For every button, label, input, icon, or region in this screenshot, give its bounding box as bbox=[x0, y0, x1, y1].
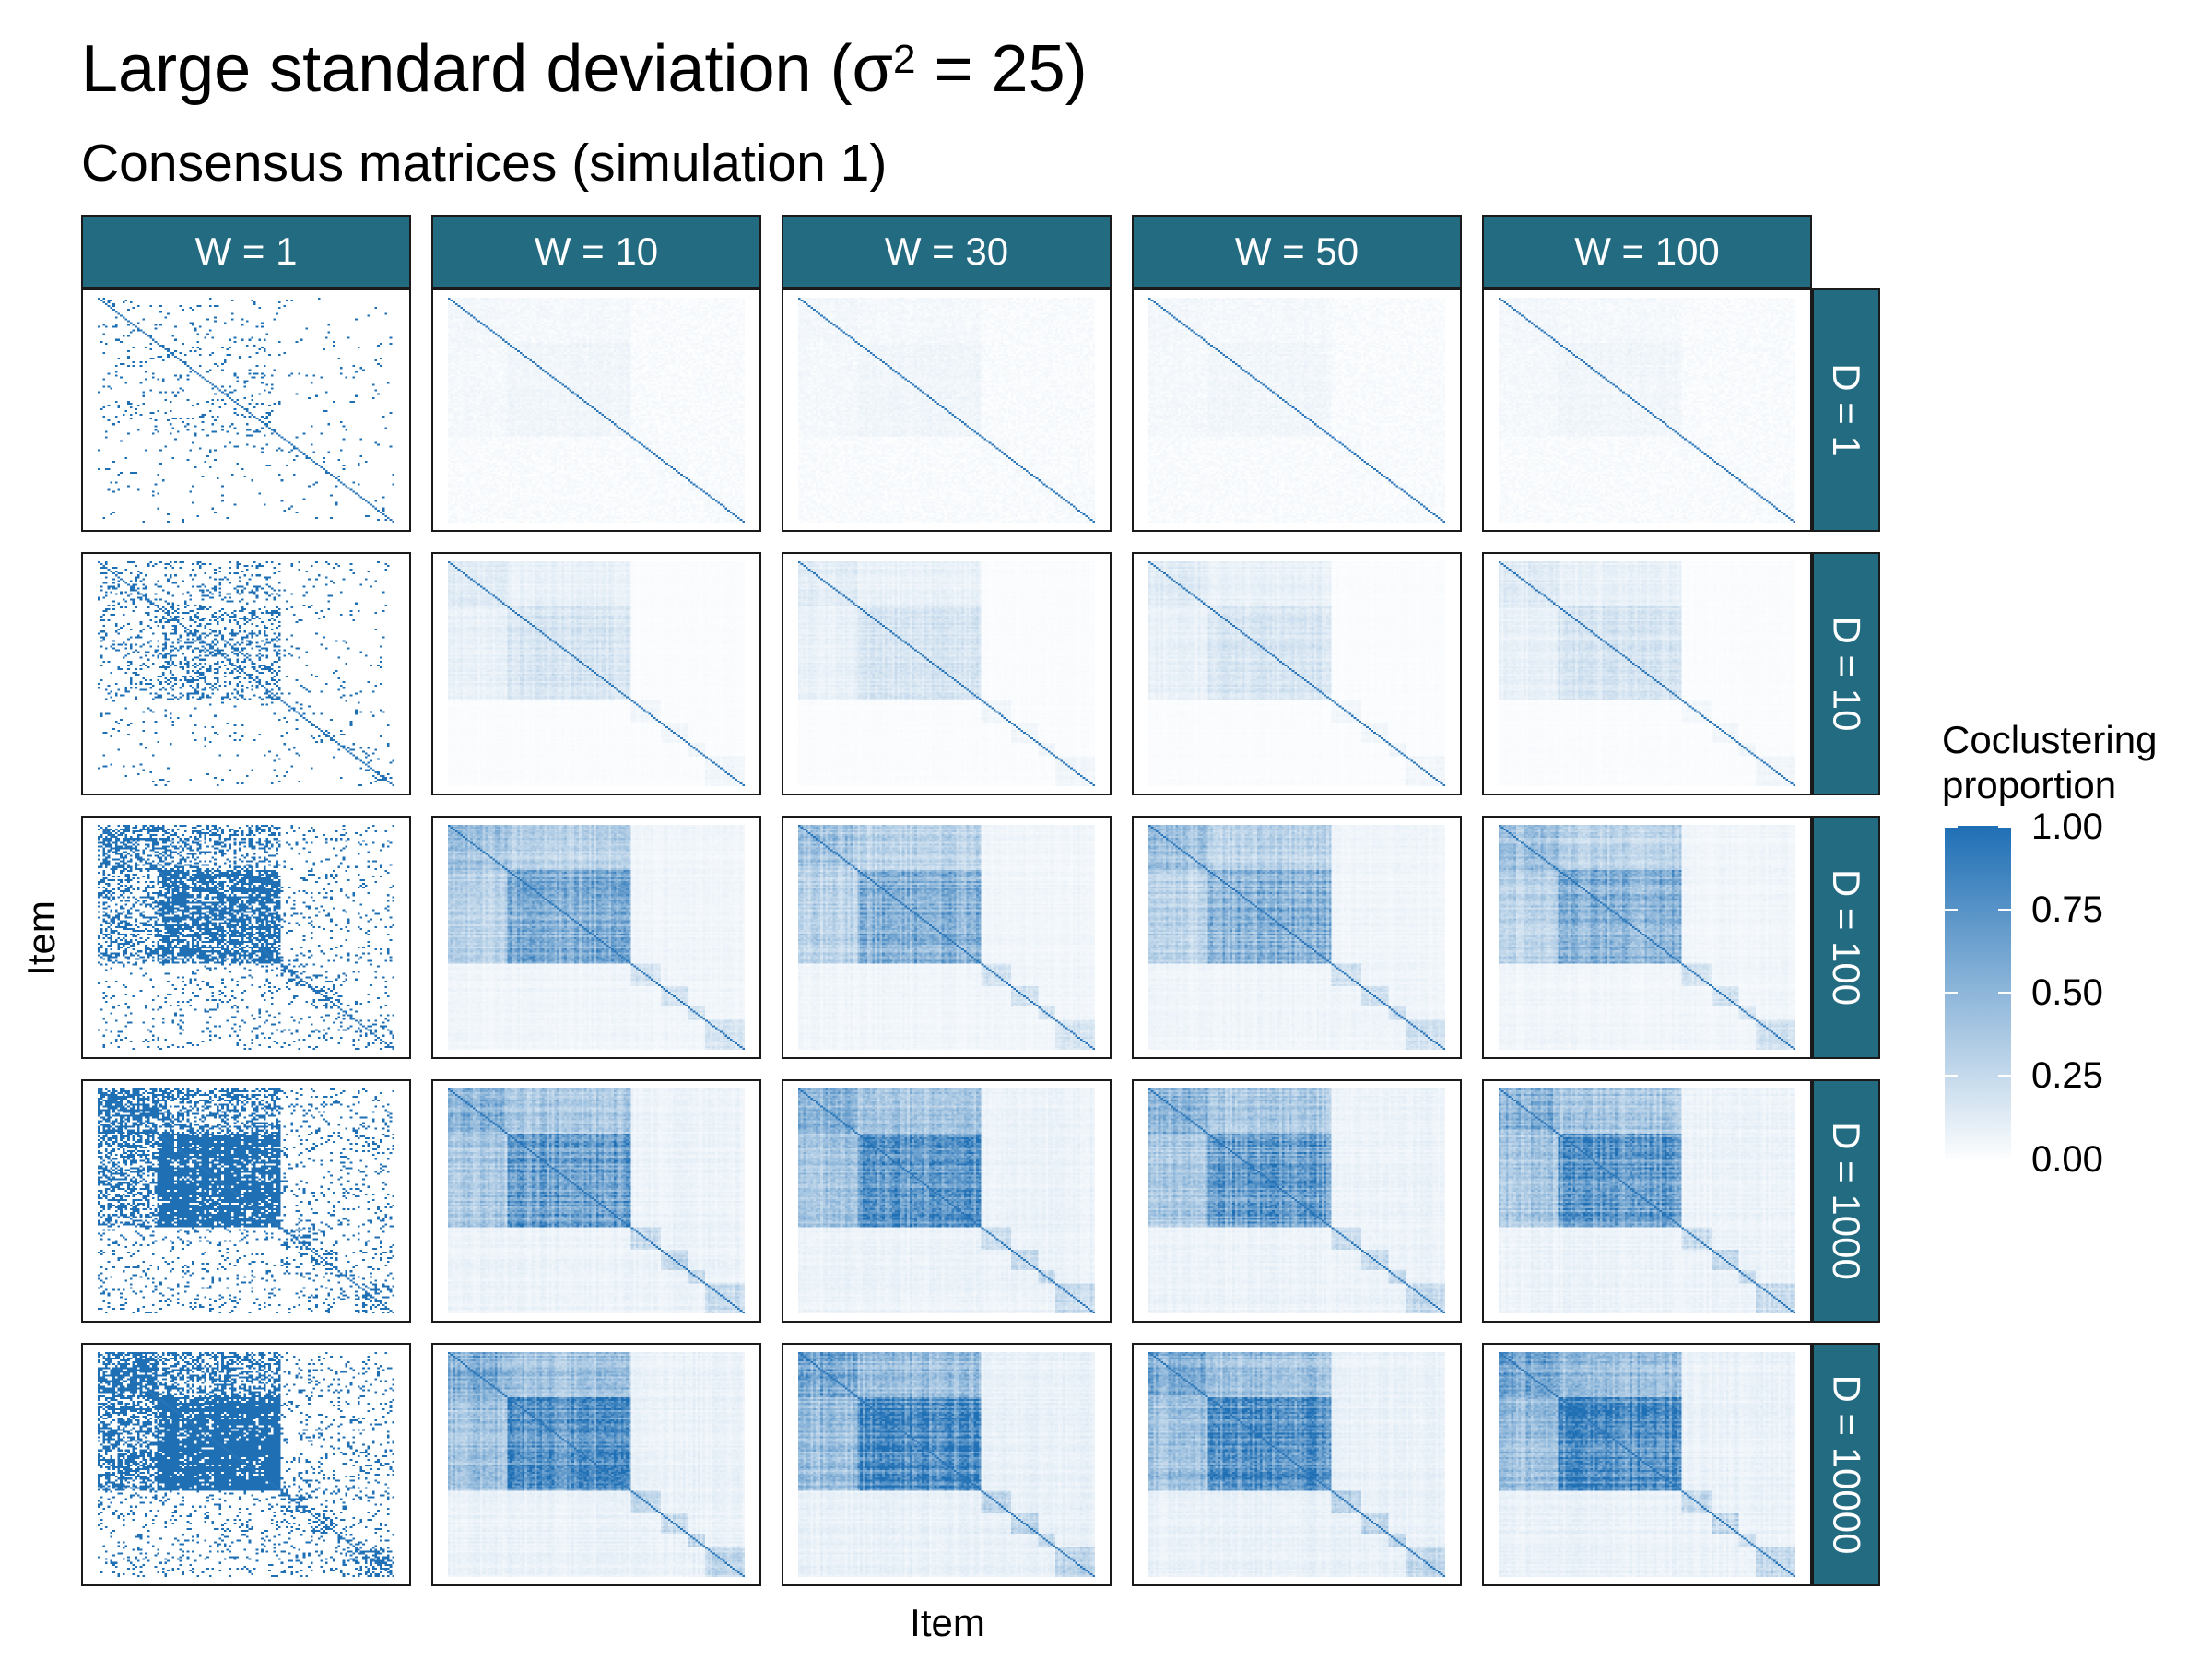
heatmap-panel bbox=[81, 1343, 411, 1586]
legend-tick-mark bbox=[1945, 992, 1958, 994]
facet-strip-col-1: W = 1 bbox=[81, 215, 411, 288]
chart-title-sup: 2 bbox=[892, 37, 916, 82]
heatmap-panel bbox=[81, 552, 411, 795]
legend-tick-mark bbox=[1998, 1159, 2011, 1161]
heatmap-panel bbox=[1132, 1079, 1462, 1323]
facet-strip-row-5: D = 10000 bbox=[1812, 1343, 1880, 1586]
facet-strip-row-3: D = 100 bbox=[1812, 816, 1880, 1059]
legend-tick-mark bbox=[1998, 992, 2011, 994]
heatmap-matrix bbox=[98, 561, 394, 786]
heatmap-matrix bbox=[98, 1352, 394, 1577]
legend-colorbar bbox=[1945, 826, 2011, 1163]
legend-tick-mark bbox=[1945, 1075, 1958, 1077]
heatmap-matrix bbox=[798, 1088, 1095, 1313]
heatmap-panel bbox=[1482, 552, 1812, 795]
heatmap-matrix bbox=[1148, 298, 1445, 523]
legend-tick-mark bbox=[1945, 909, 1958, 911]
chart-title: Large standard deviation (σ2 = 25) bbox=[81, 28, 1088, 111]
facet-strip-row-label: D = 100 bbox=[1825, 868, 1868, 1006]
heatmap-matrix bbox=[1148, 825, 1445, 1050]
x-axis-label: Item bbox=[910, 1601, 985, 1644]
heatmap-panel bbox=[1132, 288, 1462, 532]
heatmap-panel bbox=[1482, 816, 1812, 1059]
legend-title-line-1: Coclustering bbox=[1942, 718, 2158, 761]
heatmap-matrix bbox=[1499, 825, 1795, 1050]
heatmap-panel bbox=[782, 816, 1112, 1059]
facet-strip-row-label: D = 10 bbox=[1825, 616, 1869, 732]
chart-subtitle: Consensus matrices (simulation 1) bbox=[81, 134, 888, 193]
facet-strip-row-4: D = 1000 bbox=[1812, 1079, 1880, 1323]
y-axis-label: Item bbox=[19, 900, 63, 976]
heatmap-matrix bbox=[448, 298, 745, 523]
heatmap-matrix bbox=[448, 825, 745, 1050]
legend-tick-mark bbox=[1945, 826, 1958, 828]
heatmap-matrix bbox=[448, 1088, 745, 1313]
legend-title-line-2: proportion bbox=[1942, 763, 2117, 806]
legend-tick-mark bbox=[1945, 1159, 1958, 1161]
legend-tick-mark bbox=[1998, 1075, 2011, 1077]
heatmap-matrix bbox=[1148, 561, 1445, 786]
legend-tick-mark bbox=[1998, 909, 2011, 911]
facet-strip-row-label: D = 10000 bbox=[1825, 1374, 1868, 1555]
heatmap-matrix bbox=[1148, 1352, 1445, 1577]
heatmap-panel bbox=[1482, 288, 1812, 532]
heatmap-matrix bbox=[448, 561, 745, 786]
heatmap-matrix bbox=[798, 561, 1095, 786]
chart-title-end: = 25) bbox=[915, 32, 1088, 106]
heatmap-panel bbox=[1482, 1343, 1812, 1586]
heatmap-panel bbox=[431, 288, 761, 532]
heatmap-panel bbox=[782, 552, 1112, 795]
heatmap-panel bbox=[431, 1079, 761, 1323]
heatmap-panel bbox=[782, 1343, 1112, 1586]
legend-tick-label: 0.50 bbox=[2031, 972, 2103, 1013]
facet-strip-col-2: W = 10 bbox=[431, 215, 761, 288]
heatmap-matrix bbox=[798, 825, 1095, 1050]
legend-tick-mark bbox=[1998, 826, 2011, 828]
chart-title-main: Large standard deviation (σ bbox=[81, 32, 893, 106]
legend-tick-label: 0.25 bbox=[2031, 1055, 2103, 1096]
heatmap-panel bbox=[81, 816, 411, 1059]
heatmap-matrix bbox=[98, 1088, 394, 1313]
heatmap-panel bbox=[81, 288, 411, 532]
heatmap-matrix bbox=[1499, 561, 1795, 786]
heatmap-matrix bbox=[1499, 1088, 1795, 1313]
heatmap-panel bbox=[782, 1079, 1112, 1323]
heatmap-matrix bbox=[448, 1352, 745, 1577]
facet-strip-row-label: D = 1000 bbox=[1825, 1122, 1869, 1280]
heatmap-matrix bbox=[798, 298, 1095, 523]
heatmap-matrix bbox=[798, 1352, 1095, 1577]
heatmap-panel bbox=[1132, 1343, 1462, 1586]
heatmap-matrix bbox=[98, 298, 394, 523]
heatmap-panel bbox=[431, 1343, 761, 1586]
legend-tick-label: 0.00 bbox=[2031, 1139, 2103, 1180]
heatmap-matrix bbox=[98, 825, 394, 1050]
heatmap-matrix bbox=[1148, 1088, 1445, 1313]
heatmap-matrix bbox=[1499, 298, 1795, 523]
legend-tick-label: 1.00 bbox=[2031, 806, 2103, 847]
heatmap-panel bbox=[431, 552, 761, 795]
heatmap-matrix bbox=[1499, 1352, 1795, 1577]
facet-strip-row-label: D = 1 bbox=[1825, 363, 1868, 457]
legend-title: Coclustering proportion bbox=[1942, 717, 2157, 807]
facet-strip-col-5: W = 100 bbox=[1482, 215, 1812, 288]
heatmap-panel bbox=[782, 288, 1112, 532]
facet-strip-col-4: W = 50 bbox=[1132, 215, 1462, 288]
legend-tick-label: 0.75 bbox=[2031, 889, 2103, 930]
facet-strip-row-2: D = 10 bbox=[1812, 552, 1880, 795]
facet-strip-row-1: D = 1 bbox=[1812, 288, 1880, 532]
heatmap-panel bbox=[1132, 816, 1462, 1059]
heatmap-panel bbox=[1482, 1079, 1812, 1323]
facet-strip-col-3: W = 30 bbox=[782, 215, 1112, 288]
heatmap-panel bbox=[431, 816, 761, 1059]
heatmap-panel bbox=[1132, 552, 1462, 795]
heatmap-panel bbox=[81, 1079, 411, 1323]
